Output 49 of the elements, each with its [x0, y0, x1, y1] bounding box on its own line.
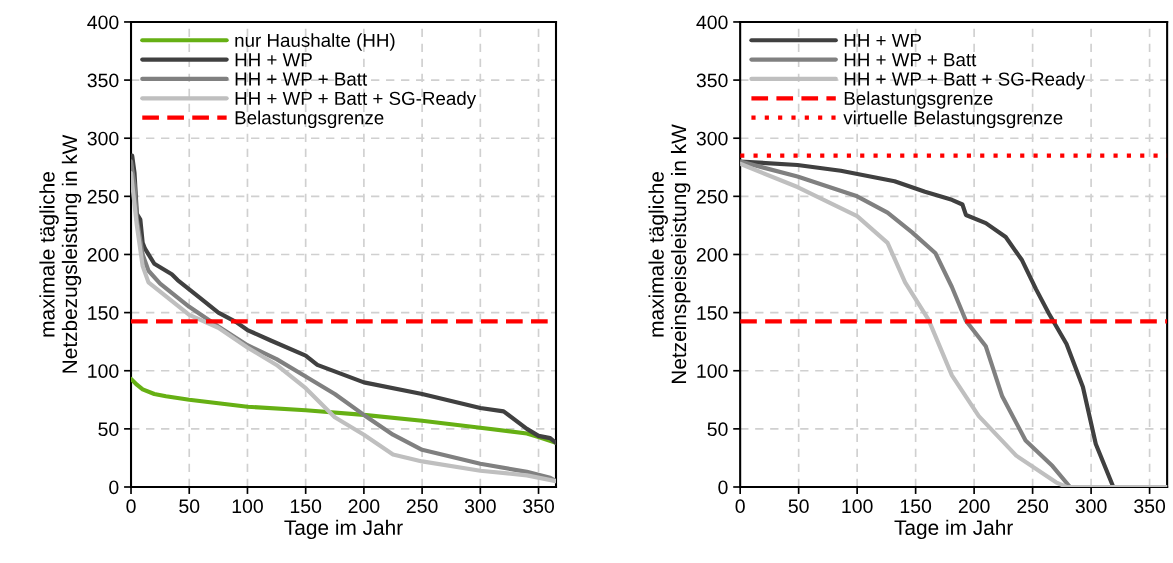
y-tick-label: 250	[696, 189, 728, 204]
legend-label: HH + WP	[235, 53, 312, 67]
x-axis-title: Tage im Jahr	[894, 519, 1013, 540]
y-axis-title: maximale tägliche Netzbezugsleistung in kW	[39, 134, 82, 373]
y-tick-label: 300	[696, 131, 728, 146]
legend-label: nur Haushalte (HH)	[235, 33, 395, 51]
x-tick-label: 100	[232, 499, 263, 514]
y-tick-label: 350	[87, 73, 119, 88]
x-tick-label: 100	[842, 499, 873, 514]
y-tick-label: 150	[697, 306, 728, 320]
y-tick-label: 200	[696, 247, 728, 262]
legend-label: virtuelle Belastungsgrenze	[843, 110, 1063, 129]
x-tick-label: 350	[523, 499, 554, 514]
x-tick-label: 150	[900, 499, 932, 514]
y-axis-title: maximale tägliche Netzeinspeiseleistung in kW	[648, 124, 691, 384]
legend-label: Belastungsgrenze	[844, 91, 993, 109]
legend-label: HH + WP + Batt	[844, 53, 977, 67]
y-tick-label: 250	[87, 189, 119, 204]
legend-label: HH + WP	[844, 33, 921, 47]
x-tick-label: 250	[1017, 499, 1049, 514]
y-tick-label: 100	[88, 364, 119, 378]
x-tick-label: 350	[1134, 499, 1166, 514]
y-tick-label: 300	[87, 131, 119, 146]
x-tick-label: 50	[788, 499, 809, 514]
legend-label: HH + WP + Batt + SG-Ready	[235, 91, 477, 109]
legend-label: HH + WP + Batt + SG-Ready	[844, 71, 1086, 90]
legend-label: HH + WP + Batt	[235, 72, 368, 86]
y-tick-label: 350	[696, 73, 728, 88]
x-tick-label: 50	[179, 499, 200, 514]
y-tick-label: 50	[98, 422, 119, 437]
y-tick-label: 100	[697, 364, 728, 378]
y-tick-label: 0	[718, 480, 728, 495]
x-tick-label: 200	[958, 499, 990, 514]
line-series	[131, 376, 556, 445]
x-tick-label: 200	[348, 499, 380, 514]
x-tick-label: 0	[735, 499, 745, 514]
y-tick-label: 400	[87, 15, 119, 30]
legend-label: Belastungsgrenze	[235, 110, 384, 129]
x-tick-label: 300	[464, 499, 496, 514]
x-tick-label: 300	[1075, 499, 1107, 514]
x-tick-label: 0	[126, 499, 136, 514]
y-tick-label: 150	[88, 306, 119, 320]
y-tick-label: 0	[109, 480, 119, 495]
y-tick-label: 50	[707, 422, 728, 437]
x-axis-title: Tage im Jahr	[284, 519, 403, 540]
y-tick-label: 200	[87, 247, 119, 262]
x-tick-label: 150	[290, 499, 322, 514]
x-tick-label: 250	[406, 499, 438, 514]
y-tick-label: 400	[696, 15, 728, 30]
